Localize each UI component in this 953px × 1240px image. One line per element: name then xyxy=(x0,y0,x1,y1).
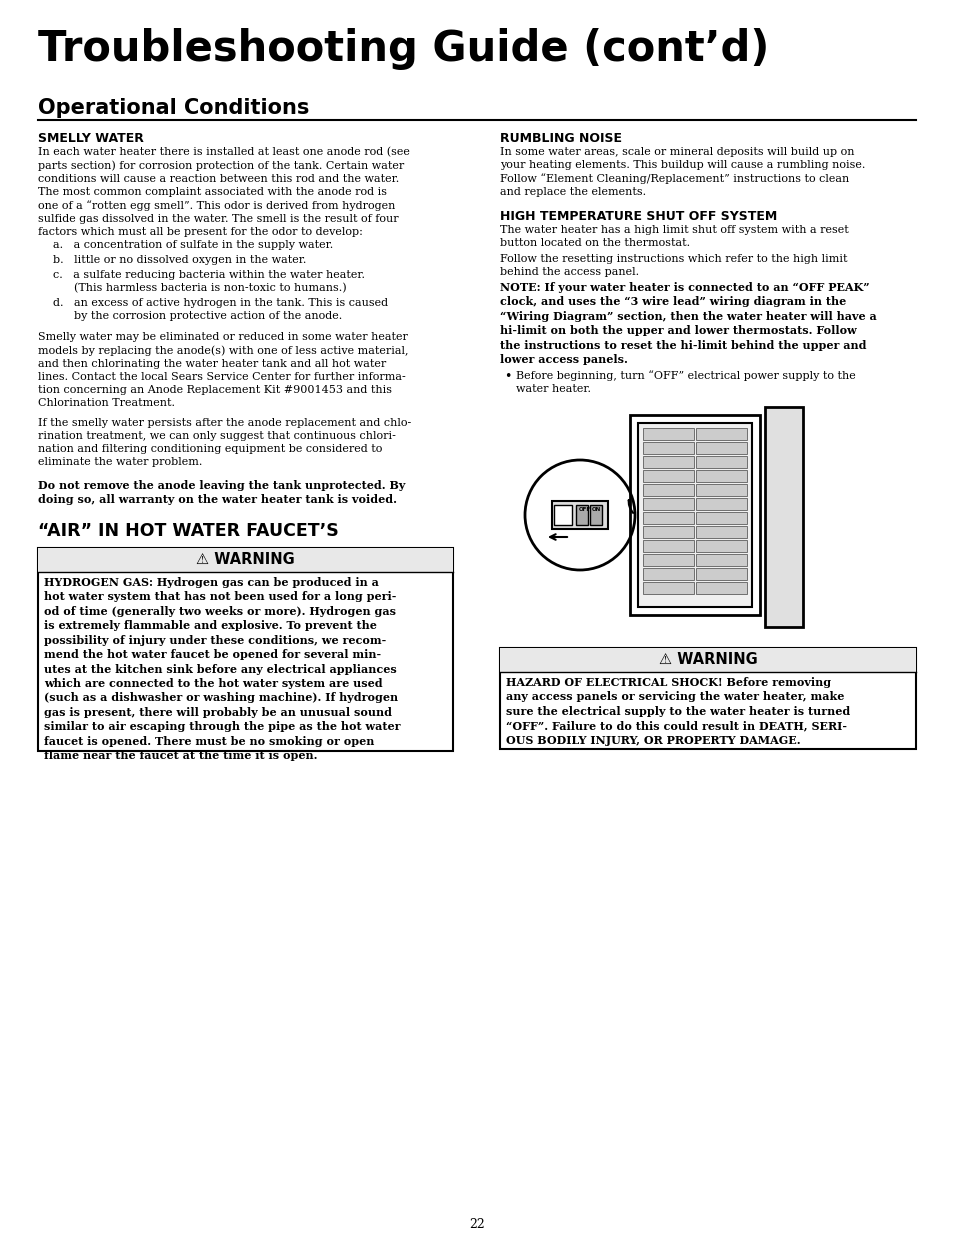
Text: 22: 22 xyxy=(469,1218,484,1231)
Text: •: • xyxy=(503,370,511,383)
Text: In some water areas, scale or mineral deposits will build up on
your heating ele: In some water areas, scale or mineral de… xyxy=(499,148,864,197)
Text: Troubleshooting Guide (cont’d): Troubleshooting Guide (cont’d) xyxy=(38,29,768,69)
Text: HYDROGEN GAS: Hydrogen gas can be produced in a
hot water system that has not be: HYDROGEN GAS: Hydrogen gas can be produc… xyxy=(44,577,400,761)
Bar xyxy=(638,423,751,608)
Bar xyxy=(696,470,746,482)
Bar xyxy=(696,512,746,525)
Text: In each water heater there is installed at least one anode rod (see
parts sectio: In each water heater there is installed … xyxy=(38,148,410,237)
Text: Smelly water may be eliminated or reduced in some water heater
models by replaci: Smelly water may be eliminated or reduce… xyxy=(38,332,408,408)
Bar xyxy=(696,526,746,538)
Text: ON: ON xyxy=(592,507,600,512)
Bar xyxy=(642,582,693,594)
Bar xyxy=(629,415,760,615)
Text: a.   a concentration of sulfate in the supply water.: a. a concentration of sulfate in the sup… xyxy=(53,241,333,250)
Bar xyxy=(696,568,746,580)
Text: c.   a sulfate reducing bacteria within the water heater.
      (This harmless b: c. a sulfate reducing bacteria within th… xyxy=(53,270,365,294)
Bar xyxy=(696,428,746,440)
Bar xyxy=(499,649,915,672)
Bar xyxy=(696,456,746,467)
Bar xyxy=(642,498,693,510)
Bar xyxy=(642,470,693,482)
Text: OFF: OFF xyxy=(578,507,591,512)
Text: ⚠ WARNING: ⚠ WARNING xyxy=(195,552,294,567)
Text: ⚠ WARNING: ⚠ WARNING xyxy=(658,652,757,667)
Bar xyxy=(642,441,693,454)
Text: d.   an excess of active hydrogen in the tank. This is caused
      by the corro: d. an excess of active hydrogen in the t… xyxy=(53,298,388,321)
Text: b.   little or no dissolved oxygen in the water.: b. little or no dissolved oxygen in the … xyxy=(53,255,306,265)
Text: NOTE: If your water heater is connected to an “OFF PEAK”
clock, and uses the “3 : NOTE: If your water heater is connected … xyxy=(499,281,876,365)
Bar xyxy=(642,512,693,525)
Bar xyxy=(696,498,746,510)
Text: RUMBLING NOISE: RUMBLING NOISE xyxy=(499,131,621,145)
Bar xyxy=(696,554,746,565)
Bar xyxy=(696,484,746,496)
Bar xyxy=(642,539,693,552)
Bar xyxy=(576,505,587,525)
Bar xyxy=(642,456,693,467)
Bar xyxy=(552,501,607,529)
Bar xyxy=(554,505,572,525)
Bar xyxy=(38,548,453,572)
Bar xyxy=(642,484,693,496)
Text: If the smelly water persists after the anode replacement and chlo-
rination trea: If the smelly water persists after the a… xyxy=(38,418,411,467)
Text: Do not remove the anode leaving the tank unprotected. By
doing so, all warranty : Do not remove the anode leaving the tank… xyxy=(38,480,405,506)
Text: “AIR” IN HOT WATER FAUCET’S: “AIR” IN HOT WATER FAUCET’S xyxy=(38,522,338,539)
Text: The water heater has a high limit shut off system with a reset
button located on: The water heater has a high limit shut o… xyxy=(499,224,848,248)
Bar xyxy=(696,441,746,454)
Bar xyxy=(642,554,693,565)
Text: Operational Conditions: Operational Conditions xyxy=(38,98,309,118)
Bar xyxy=(642,428,693,440)
Bar xyxy=(589,505,601,525)
Text: SMELLY WATER: SMELLY WATER xyxy=(38,131,144,145)
Text: Follow the resetting instructions which refer to the high limit
behind the acces: Follow the resetting instructions which … xyxy=(499,254,846,277)
Bar xyxy=(38,548,453,751)
Bar xyxy=(642,568,693,580)
Bar xyxy=(696,582,746,594)
Bar xyxy=(764,407,802,627)
Bar xyxy=(642,526,693,538)
FancyArrowPatch shape xyxy=(628,500,633,513)
Text: HIGH TEMPERATURE SHUT OFF SYSTEM: HIGH TEMPERATURE SHUT OFF SYSTEM xyxy=(499,210,777,223)
Bar xyxy=(499,649,915,749)
Bar xyxy=(696,539,746,552)
Text: HAZARD OF ELECTRICAL SHOCK! Before removing
any access panels or servicing the w: HAZARD OF ELECTRICAL SHOCK! Before remov… xyxy=(505,677,849,745)
Text: Before beginning, turn “OFF” electrical power supply to the
water heater.: Before beginning, turn “OFF” electrical … xyxy=(516,370,855,394)
